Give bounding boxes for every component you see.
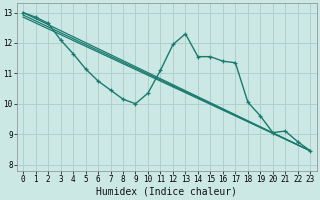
- X-axis label: Humidex (Indice chaleur): Humidex (Indice chaleur): [96, 187, 237, 197]
